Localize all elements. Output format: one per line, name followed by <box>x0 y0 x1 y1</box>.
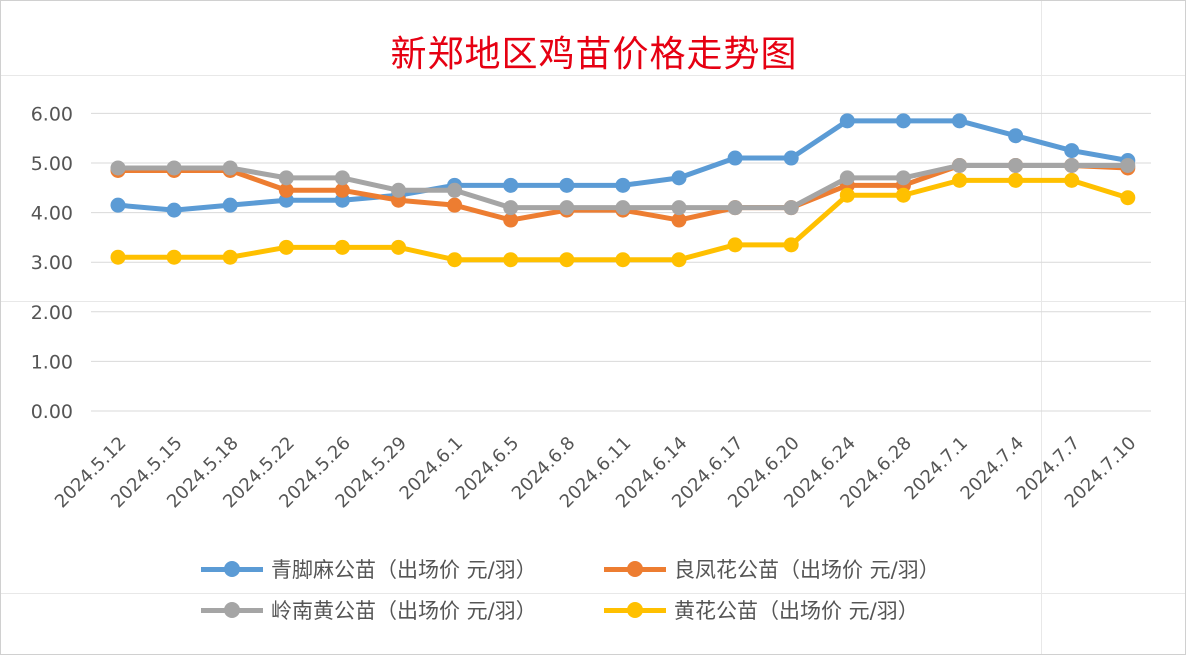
series-4 <box>110 172 1136 268</box>
series-lines <box>110 113 1136 268</box>
data-point[interactable] <box>1008 128 1024 144</box>
chart-title: 新郑地区鸡苗价格走势图 <box>390 34 798 75</box>
data-point[interactable] <box>222 249 238 265</box>
y-tick-label: 2.00 <box>31 302 73 324</box>
data-point[interactable] <box>503 177 519 193</box>
data-point[interactable] <box>447 197 463 213</box>
data-point[interactable] <box>615 200 631 216</box>
data-point[interactable] <box>839 113 855 129</box>
legend-swatch-icon <box>201 598 263 622</box>
data-point[interactable] <box>1120 157 1136 173</box>
data-point[interactable] <box>391 239 406 255</box>
legend-item-series-1[interactable]: 青脚麻公苗（出场价 元/羽） <box>201 554 537 584</box>
data-point[interactable] <box>391 182 406 198</box>
data-point[interactable] <box>783 237 799 253</box>
data-point[interactable] <box>615 177 631 193</box>
data-point[interactable] <box>222 160 238 176</box>
data-point[interactable] <box>503 200 519 216</box>
legend-swatch-icon <box>604 557 666 581</box>
data-point[interactable] <box>503 212 519 228</box>
data-point[interactable] <box>166 202 182 218</box>
data-point[interactable] <box>1008 172 1024 188</box>
legend-label: 良凤花公苗（出场价 元/羽） <box>674 558 940 582</box>
y-tick-label: 5.00 <box>31 153 73 175</box>
legend-label: 岭南黄公苗（出场价 元/羽） <box>271 599 537 623</box>
data-point[interactable] <box>278 170 294 186</box>
data-point[interactable] <box>895 187 911 203</box>
y-tick-label: 4.00 <box>31 203 73 225</box>
data-point[interactable] <box>222 197 238 213</box>
data-point[interactable] <box>895 170 911 186</box>
data-point[interactable] <box>952 157 967 173</box>
y-tick-label: 6.00 <box>31 103 73 125</box>
legend-swatch-icon <box>604 598 666 622</box>
data-point[interactable] <box>783 200 799 216</box>
y-tick-label: 1.00 <box>31 351 73 373</box>
data-point[interactable] <box>1008 157 1024 173</box>
legend-item-series-3[interactable]: 岭南黄公苗（出场价 元/羽） <box>201 595 537 625</box>
data-point[interactable] <box>166 249 182 265</box>
data-point[interactable] <box>671 212 687 228</box>
data-point[interactable] <box>503 252 519 268</box>
data-point[interactable] <box>447 252 463 268</box>
data-point[interactable] <box>447 182 463 198</box>
data-point[interactable] <box>334 170 350 186</box>
data-point[interactable] <box>671 200 687 216</box>
y-tick-label: 0.00 <box>31 401 73 423</box>
legend-label: 黄花公苗（出场价 元/羽） <box>674 599 919 623</box>
data-point[interactable] <box>1120 190 1136 206</box>
data-point[interactable] <box>1064 172 1080 188</box>
data-point[interactable] <box>110 249 126 265</box>
data-point[interactable] <box>334 182 350 198</box>
y-axis-ticks: 0.00 1.00 2.00 3.00 4.00 5.00 6.00 <box>31 103 73 423</box>
legend-swatch-icon <box>201 557 263 581</box>
data-point[interactable] <box>895 113 911 129</box>
data-point[interactable] <box>727 237 743 253</box>
data-point[interactable] <box>727 200 743 216</box>
data-point[interactable] <box>839 187 855 203</box>
series-3 <box>110 157 1136 216</box>
data-point[interactable] <box>559 252 575 268</box>
data-point[interactable] <box>1064 157 1080 173</box>
data-point[interactable] <box>334 239 350 255</box>
data-point[interactable] <box>166 160 182 176</box>
legend-item-series-2[interactable]: 良凤花公苗（出场价 元/羽） <box>604 554 940 584</box>
legend-item-series-4[interactable]: 黄花公苗（出场价 元/羽） <box>604 595 919 625</box>
y-tick-label: 3.00 <box>31 252 73 274</box>
data-point[interactable] <box>671 252 687 268</box>
data-point[interactable] <box>110 160 126 176</box>
data-point[interactable] <box>110 197 126 213</box>
data-point[interactable] <box>783 150 799 166</box>
x-axis-ticks: 2024.5.122024.5.152024.5.182024.5.222024… <box>51 433 1140 513</box>
data-point[interactable] <box>952 172 967 188</box>
data-point[interactable] <box>727 150 743 166</box>
data-point[interactable] <box>615 252 631 268</box>
data-point[interactable] <box>559 200 575 216</box>
data-point[interactable] <box>1064 143 1080 159</box>
legend-label: 青脚麻公苗（出场价 元/羽） <box>271 558 537 582</box>
data-point[interactable] <box>671 170 687 186</box>
data-point[interactable] <box>952 113 967 129</box>
data-point[interactable] <box>839 170 855 186</box>
data-point[interactable] <box>278 239 294 255</box>
data-point[interactable] <box>278 182 294 198</box>
data-point[interactable] <box>559 177 575 193</box>
